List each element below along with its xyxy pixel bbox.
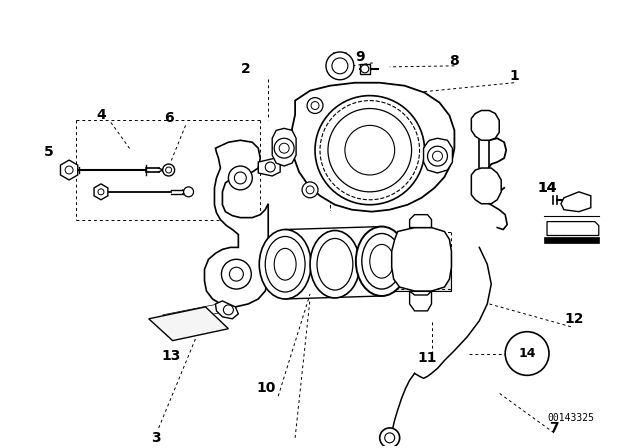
Circle shape [302, 182, 318, 198]
Text: 13: 13 [161, 349, 180, 363]
Text: 8: 8 [449, 54, 460, 68]
Circle shape [228, 166, 252, 190]
Ellipse shape [356, 227, 408, 296]
Polygon shape [471, 111, 499, 140]
Polygon shape [547, 222, 599, 236]
Circle shape [163, 164, 175, 176]
Polygon shape [272, 129, 296, 166]
Text: 10: 10 [257, 381, 276, 395]
Polygon shape [410, 215, 431, 228]
Polygon shape [544, 237, 599, 243]
Polygon shape [259, 158, 280, 176]
Text: 5: 5 [44, 145, 54, 159]
Polygon shape [60, 160, 77, 180]
Circle shape [274, 138, 294, 158]
Text: 14: 14 [537, 181, 557, 195]
Polygon shape [410, 291, 431, 311]
Circle shape [315, 95, 424, 205]
Text: 4: 4 [96, 108, 106, 122]
Text: 2: 2 [241, 62, 250, 76]
Circle shape [505, 332, 549, 375]
Text: 12: 12 [564, 312, 584, 326]
Polygon shape [561, 192, 591, 211]
Polygon shape [216, 301, 238, 319]
Polygon shape [471, 168, 501, 204]
Circle shape [223, 305, 234, 315]
Text: 9: 9 [355, 50, 365, 64]
Circle shape [184, 187, 193, 197]
Ellipse shape [310, 231, 360, 298]
Polygon shape [292, 83, 454, 211]
Circle shape [428, 146, 447, 166]
Polygon shape [394, 251, 451, 291]
Text: 7: 7 [549, 421, 559, 435]
Polygon shape [94, 184, 108, 200]
Polygon shape [392, 228, 451, 291]
Bar [360, 64, 370, 74]
Text: 14: 14 [518, 347, 536, 360]
Text: 6: 6 [164, 112, 173, 125]
Circle shape [380, 428, 399, 448]
Circle shape [265, 162, 275, 172]
Polygon shape [424, 138, 452, 173]
Polygon shape [148, 307, 228, 340]
Circle shape [221, 259, 252, 289]
Ellipse shape [259, 229, 311, 299]
Text: 14: 14 [537, 181, 557, 195]
Polygon shape [205, 140, 268, 307]
Text: 00143325: 00143325 [547, 413, 595, 423]
Text: 1: 1 [509, 69, 519, 83]
Circle shape [307, 98, 323, 113]
Text: 11: 11 [418, 352, 437, 366]
Circle shape [361, 65, 369, 73]
Circle shape [326, 52, 354, 80]
Text: 3: 3 [151, 431, 161, 445]
